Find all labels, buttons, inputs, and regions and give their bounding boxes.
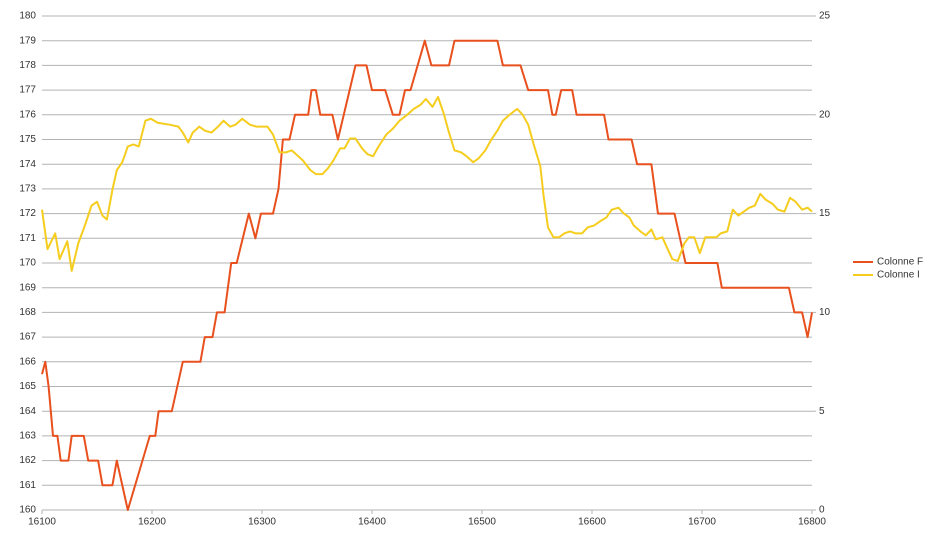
y-tick-label: 175 (19, 134, 36, 145)
y-tick-label: 179 (19, 35, 36, 46)
y-tick-label: 168 (19, 307, 36, 318)
y-tick-label: 171 (19, 233, 36, 244)
y2-tick-label: 20 (819, 109, 831, 120)
y-tick-label: 165 (19, 381, 36, 392)
y2-tick-label: 25 (819, 11, 831, 22)
y-tick-label: 170 (19, 258, 36, 269)
x-tick-label: 16800 (798, 517, 826, 528)
x-tick-label: 16500 (468, 517, 496, 528)
y-tick-label: 180 (19, 11, 36, 22)
series-line (41, 39, 813, 511)
y-tick-label: 178 (19, 60, 36, 71)
y-tick-label: 166 (19, 356, 36, 367)
y-tick-label: 160 (19, 505, 36, 516)
y-tick-label: 174 (19, 159, 36, 170)
y-tick-label: 164 (19, 406, 36, 417)
y2-tick-label: 0 (819, 505, 825, 516)
y-tick-label: 177 (19, 85, 36, 96)
y2-tick-label: 10 (819, 307, 831, 318)
legend-label: Colonne I (877, 270, 920, 281)
x-tick-label: 16700 (688, 517, 716, 528)
y-tick-label: 163 (19, 431, 36, 442)
y2-tick-label: 5 (819, 406, 825, 417)
x-tick-label: 16600 (578, 517, 606, 528)
y-tick-label: 167 (19, 332, 36, 343)
x-tick-label: 16300 (248, 517, 276, 528)
y-tick-label: 173 (19, 184, 36, 195)
y-tick-label: 161 (19, 480, 36, 491)
x-tick-label: 16200 (138, 517, 166, 528)
x-tick-label: 16100 (28, 517, 56, 528)
y-tick-label: 162 (19, 455, 36, 466)
y2-tick-label: 15 (819, 208, 831, 219)
series-line (41, 96, 813, 272)
y-tick-label: 176 (19, 109, 36, 120)
y-tick-label: 169 (19, 282, 36, 293)
y-tick-label: 172 (19, 208, 36, 219)
x-tick-label: 16400 (358, 517, 386, 528)
legend-label: Colonne F (877, 257, 923, 268)
